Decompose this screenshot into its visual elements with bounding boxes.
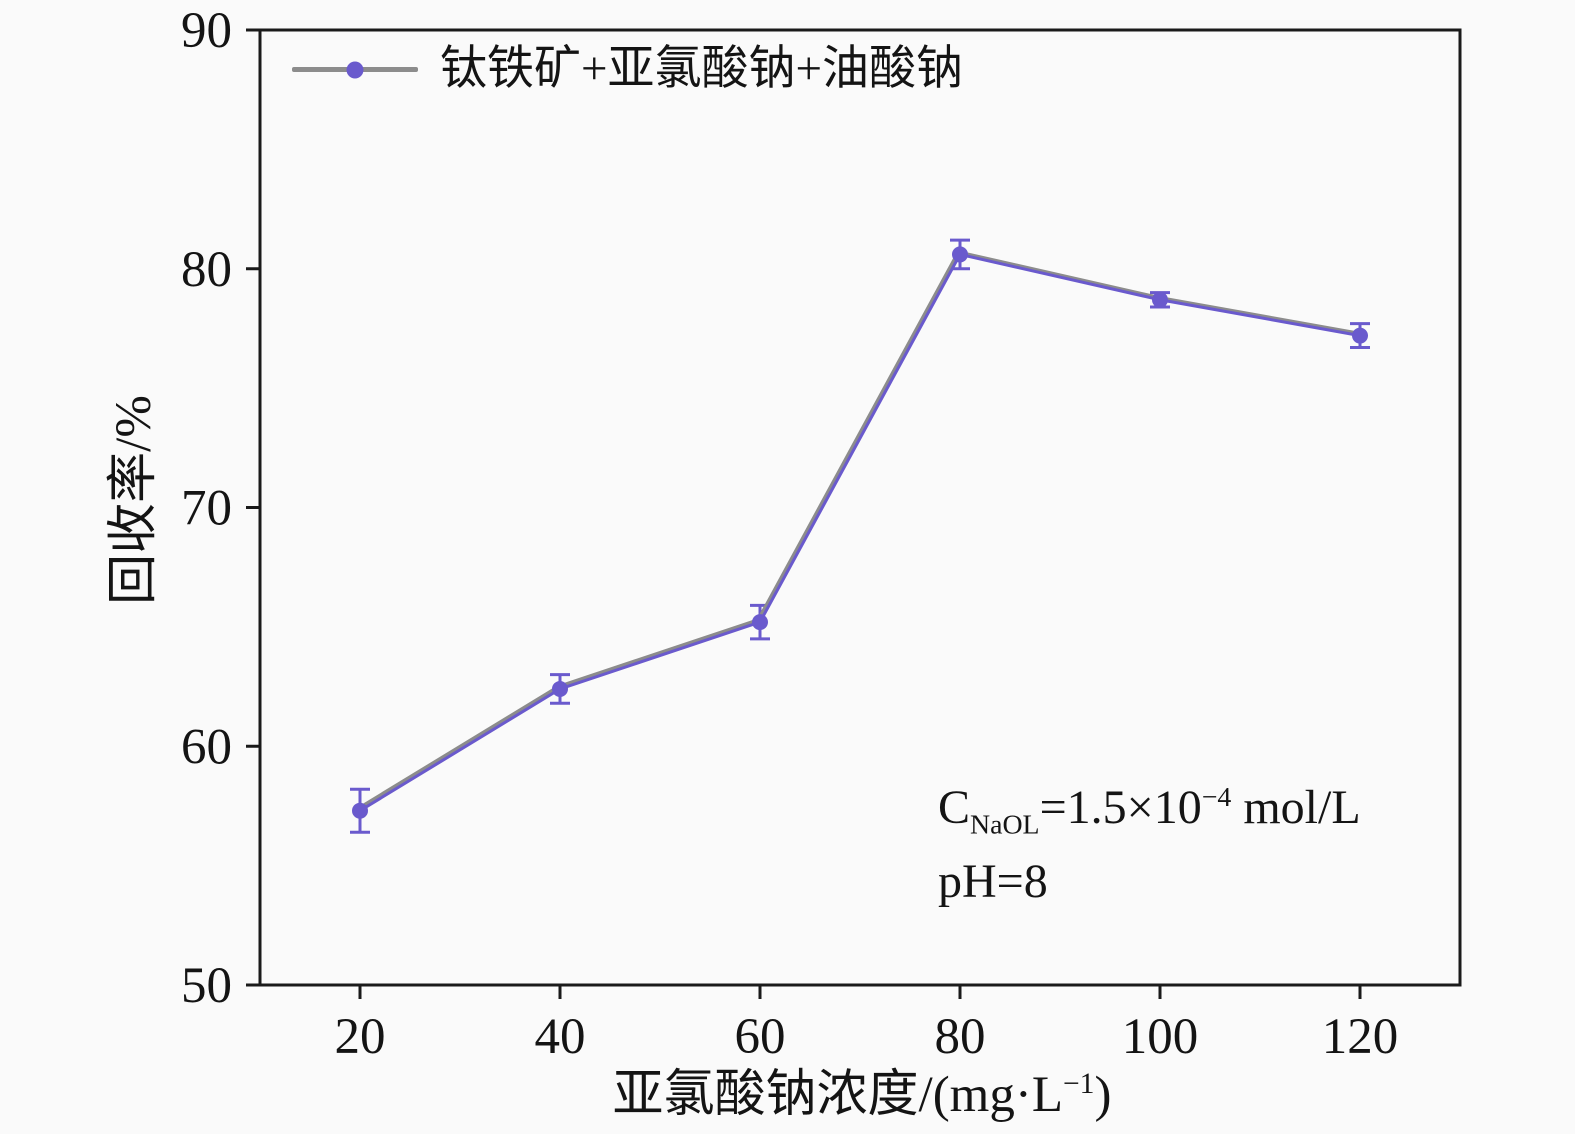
data-line-gray bbox=[356, 250, 1361, 811]
y-tick-label: 70 bbox=[181, 481, 232, 537]
data-point-marker bbox=[1152, 291, 1168, 308]
annotation-ph: pH=8 bbox=[938, 855, 1048, 909]
annotation-block: CNaOL=1.5×10−4 mol/L pH=8 bbox=[938, 772, 1361, 918]
x-tick-label: 60 bbox=[735, 1009, 786, 1065]
annotation-cnaol-post: mol/L bbox=[1231, 781, 1361, 834]
data-line bbox=[358, 252, 1362, 813]
x-tick-label: 100 bbox=[1122, 1009, 1199, 1065]
y-tick-label: 60 bbox=[181, 719, 232, 775]
x-tick-label: 40 bbox=[535, 1009, 586, 1065]
data-point-marker bbox=[752, 614, 768, 631]
data-point-marker bbox=[352, 802, 368, 819]
legend-label: 钛铁矿+亚氯酸钠+油酸钠 bbox=[440, 43, 964, 95]
y-tick-label: 50 bbox=[181, 958, 232, 1014]
annotation-cnaol-sub: NaOL bbox=[970, 809, 1040, 841]
annotation-cnaol-pre: C bbox=[938, 781, 971, 834]
y-tick-label: 90 bbox=[181, 3, 232, 59]
data-point-marker bbox=[552, 680, 568, 697]
y-tick-label: 80 bbox=[181, 242, 232, 298]
x-tick-label: 20 bbox=[335, 1009, 386, 1065]
x-axis-label-post: ) bbox=[1094, 1067, 1112, 1123]
annotation-cnaol-mid: =1.5×10 bbox=[1039, 781, 1202, 834]
legend-line-marker-icon bbox=[292, 67, 418, 72]
legend: 钛铁矿+亚氯酸钠+油酸钠 bbox=[292, 46, 963, 93]
x-axis-label: 亚氯酸钠浓度/(mg·L−1) bbox=[613, 1052, 1112, 1126]
y-axis-label: 回收率/% bbox=[106, 395, 162, 605]
error-bars bbox=[350, 238, 1370, 834]
annotation-cnaol-sup: −4 bbox=[1201, 782, 1232, 813]
x-tick-label: 80 bbox=[935, 1009, 986, 1065]
annotation-cnaol: CNaOL=1.5×10−4 mol/L bbox=[938, 772, 1361, 846]
x-ticks: 20 40 60 80 100 120 bbox=[335, 985, 1399, 1065]
data-point-marker bbox=[1352, 327, 1368, 344]
x-axis-label-pre: 亚氯酸钠浓度/(mg·L bbox=[612, 1067, 1063, 1123]
y-ticks: 50 60 70 80 90 bbox=[181, 3, 260, 1014]
data-point-marker bbox=[952, 246, 968, 263]
data-markers bbox=[352, 246, 1368, 819]
x-tick-label: 120 bbox=[1322, 1009, 1399, 1065]
x-axis-label-sup: −1 bbox=[1063, 1068, 1095, 1100]
